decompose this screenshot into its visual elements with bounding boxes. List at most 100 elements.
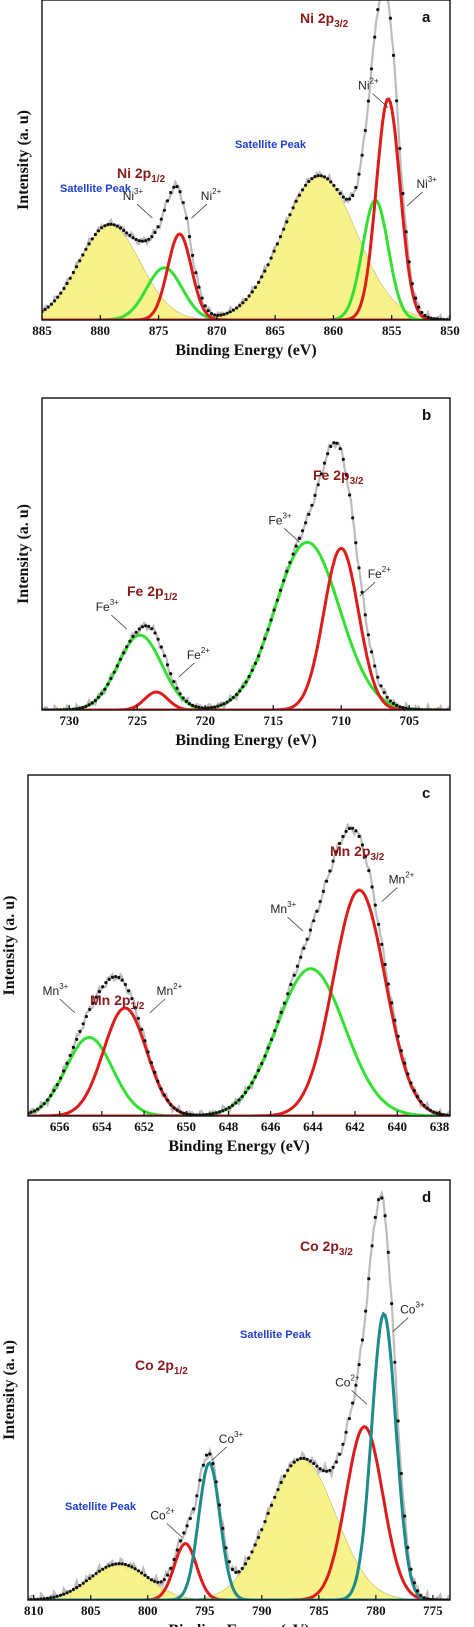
x-tick-label: 646 (261, 1119, 281, 1134)
ion-pointer (406, 191, 423, 207)
envelope-dot (219, 313, 223, 317)
envelope-dot (292, 973, 296, 977)
envelope-dot (399, 1471, 403, 1476)
raw-data-line (42, 441, 450, 710)
x-tick-label: 790 (252, 1603, 272, 1618)
envelope-dot (221, 1526, 225, 1530)
envelope-dot (370, 885, 374, 889)
envelope-dot (312, 1461, 316, 1466)
envelope-dot (146, 1050, 150, 1054)
envelope-dot (348, 493, 352, 497)
envelope-dot (204, 1113, 209, 1116)
envelope-dot (208, 1452, 212, 1456)
x-tick-label: 800 (138, 1603, 158, 1618)
envelope-dot (125, 231, 129, 235)
envelope-dot (354, 829, 358, 833)
envelope-dot (406, 1546, 410, 1550)
ion-label-sup: 2+ (382, 565, 391, 574)
x-tick-label: 720 (195, 713, 215, 728)
raw-data-line (28, 822, 450, 1116)
envelope-dot (315, 909, 319, 913)
envelope-dot (107, 1564, 111, 1568)
envelope-dot (159, 1580, 163, 1584)
envelope-dot (43, 307, 47, 312)
envelope-dot (263, 269, 267, 273)
envelope-dot (140, 1571, 144, 1575)
envelope-dot (403, 1061, 407, 1065)
envelope-dot (412, 1581, 416, 1585)
envelope-dot (81, 1022, 85, 1026)
envelope-dot (188, 1113, 192, 1116)
envelope-dot (363, 128, 367, 133)
envelope-dot (123, 982, 127, 987)
ion-label: Mn3+ (270, 900, 296, 916)
envelope-dot (153, 1579, 157, 1583)
x-tick-label: 648 (219, 1119, 239, 1134)
envelope-dot (65, 281, 69, 286)
envelope-dot (127, 989, 131, 993)
envelope-dot (117, 975, 121, 980)
envelope-dot (297, 536, 301, 541)
envelope-dot (257, 654, 261, 658)
envelope-dot (366, 99, 370, 103)
envelope-dot (100, 692, 104, 696)
envelope-dot (134, 630, 138, 634)
envelope-dot (140, 1027, 144, 1031)
peak-title-2p3-2-main: Fe 2p (313, 467, 350, 483)
envelope-dot (410, 282, 414, 286)
envelope-dot (334, 850, 338, 854)
envelope-dot (241, 301, 245, 305)
envelope-dot (279, 1010, 283, 1015)
x-tick-label: 775 (423, 1603, 443, 1618)
ion-label: Co2+ (335, 1373, 360, 1389)
envelope-dot (78, 259, 82, 263)
ion-label-el: Fe (96, 600, 110, 614)
envelope-dot (300, 529, 305, 533)
envelope-dot (269, 1503, 274, 1507)
envelope-dot (292, 1460, 296, 1464)
envelope-dot (166, 1573, 170, 1577)
envelope-dot (369, 650, 374, 654)
envelope-dot (273, 1029, 277, 1033)
envelope-dot (305, 1457, 309, 1461)
satellite-fill-1 (28, 1458, 450, 1600)
envelope-dot (334, 1460, 338, 1464)
envelope-dot (423, 313, 427, 318)
envelope-dot (344, 197, 348, 201)
peak-title-2p3-2-sub: 3/2 (339, 1247, 353, 1258)
envelope-dot (118, 226, 123, 230)
envelope-dot (84, 1014, 88, 1019)
envelope-dot (272, 608, 276, 612)
y-axis-title: Intensity (a. u) (15, 504, 32, 604)
envelope-dot (222, 702, 226, 706)
envelope-dot (162, 1093, 166, 1097)
ion-label: Ni2+ (201, 187, 222, 203)
envelope-dot (112, 223, 116, 227)
envelope-dot (390, 1302, 394, 1306)
envelope-dot (263, 637, 267, 641)
envelope-dot (75, 1037, 79, 1041)
envelope-dot (87, 242, 91, 246)
envelope-fit-line (28, 826, 450, 1116)
envelope-dot (295, 964, 299, 968)
envelope-dot (109, 676, 113, 681)
envelope-dot (260, 275, 264, 279)
ion-label: Fe2+ (187, 646, 210, 662)
envelope-dot (260, 1528, 264, 1532)
envelope-dot (217, 1503, 222, 1507)
envelope-dot (360, 153, 364, 157)
envelope-dot (156, 225, 160, 229)
red-peak-line (42, 546, 450, 710)
envelope-dot (101, 1567, 105, 1571)
envelope-dot (266, 263, 270, 267)
envelope-dot (52, 1088, 56, 1093)
ion-label: Ni3+ (416, 175, 437, 191)
peak-title-2p3-2: Mn 2p3/2 (330, 843, 385, 863)
envelope-dot (175, 185, 179, 189)
envelope-dot (149, 1061, 153, 1065)
x-axis-title: Binding Energy (eV) (168, 1138, 309, 1155)
x-tick-label: 805 (81, 1603, 101, 1618)
ion-label-sup: 2+ (405, 871, 414, 880)
envelope-dot (310, 177, 314, 181)
envelope-dot (238, 304, 242, 308)
